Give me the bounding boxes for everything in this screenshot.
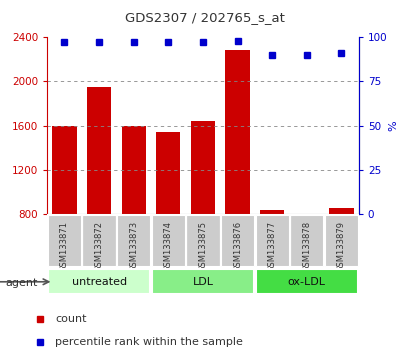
Text: GSM133873: GSM133873 xyxy=(129,221,138,272)
Bar xyxy=(52,126,76,214)
Bar xyxy=(117,215,150,266)
Text: agent: agent xyxy=(5,278,38,288)
Bar xyxy=(151,215,184,266)
Bar xyxy=(324,215,357,266)
Bar xyxy=(190,121,215,214)
Bar xyxy=(82,215,115,266)
Bar xyxy=(220,215,254,266)
Bar xyxy=(48,215,81,266)
Bar xyxy=(328,207,353,214)
Bar xyxy=(151,269,254,295)
Text: GSM133876: GSM133876 xyxy=(232,221,241,272)
Text: LDL: LDL xyxy=(192,277,213,287)
Text: GSM133874: GSM133874 xyxy=(164,221,173,272)
Y-axis label: %: % xyxy=(388,120,398,131)
Bar xyxy=(48,269,150,295)
Bar xyxy=(225,50,249,214)
Text: GSM133878: GSM133878 xyxy=(301,221,310,272)
Text: ox-LDL: ox-LDL xyxy=(287,277,325,287)
Bar xyxy=(259,210,283,214)
Text: GSM133871: GSM133871 xyxy=(60,221,69,272)
Text: GSM133877: GSM133877 xyxy=(267,221,276,272)
Bar xyxy=(186,215,219,266)
Text: count: count xyxy=(55,314,86,325)
Bar xyxy=(87,87,111,214)
Text: GDS2307 / 202765_s_at: GDS2307 / 202765_s_at xyxy=(125,11,284,24)
Text: GSM133875: GSM133875 xyxy=(198,221,207,272)
Bar xyxy=(121,126,146,214)
Bar xyxy=(290,215,323,266)
Text: percentile rank within the sample: percentile rank within the sample xyxy=(55,337,242,348)
Text: GSM133872: GSM133872 xyxy=(94,221,103,272)
Bar xyxy=(156,132,180,214)
Bar xyxy=(255,215,288,266)
Text: GSM133879: GSM133879 xyxy=(336,221,345,272)
Text: untreated: untreated xyxy=(71,277,126,287)
Bar xyxy=(255,269,357,295)
